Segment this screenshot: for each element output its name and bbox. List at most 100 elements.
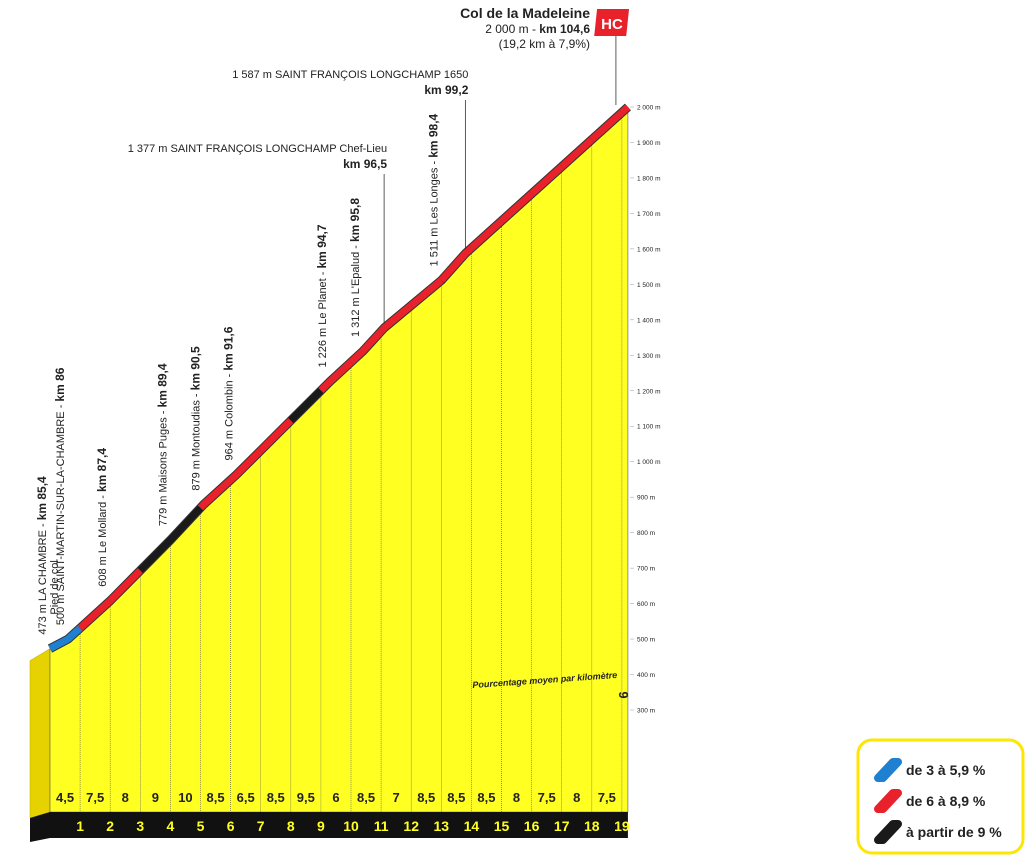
landmark-label: 879 m Montoudias - km 90,5 [189,346,203,491]
y-tick-label: 800 m [637,530,655,537]
gradient-segment [318,359,354,394]
gradient-label: 4,5 [56,790,74,805]
km-label: 11 [374,818,389,834]
gradient-label: 8 [513,790,520,805]
km-label: 9 [317,818,325,834]
landmark-name: 1 511 m Les Longes - [428,158,440,267]
y-tick-label: 900 m [637,495,655,502]
landmark-km: km 90,5 [189,346,203,390]
landmark-km: km 87,4 [95,448,109,492]
gradient-label: 8,5 [267,790,285,805]
gradient-segment [529,164,565,197]
profile-area [49,106,629,813]
gradient-label: 7 [393,790,400,805]
y-tick-label: 1 800 m [637,175,661,182]
km-label: 18 [584,818,600,834]
gradient-segment [589,109,625,143]
gradient-label: 8,5 [417,790,435,805]
gradient-label: 8 [573,790,580,805]
km-label: 12 [403,818,419,834]
gradient-label: 6 [332,790,339,805]
km-label: 15 [494,818,510,834]
gradient-segment [499,191,534,224]
gradient-label: 9 [152,790,159,805]
y-tick-label: 2 000 m [637,105,661,112]
gradient-segment [258,418,294,453]
km-bar [50,812,628,838]
gradient-label: 8,5 [447,790,465,805]
km-label: 17 [554,818,570,834]
km-label: 16 [524,818,540,834]
gradient-label: 8,5 [477,790,495,805]
legend-label: à partir de 9 % [906,824,1002,840]
landmark-km: km 96,5 [343,157,387,171]
summit-altitude: 2 000 m - [485,22,539,36]
km-label: 7 [257,818,265,834]
landmark-name: 500 m SAINT-MARTIN-SUR-LA-CHAMBRE - [55,402,67,626]
gradient-segment [348,328,384,365]
gradient-segment [469,218,504,251]
y-tick-label: 500 m [637,637,655,644]
landmark-km: km 99,2 [424,83,468,97]
gradient-segment [197,477,233,511]
y-tick-label: 1 500 m [637,282,661,289]
gradient-segment [378,302,414,334]
landmark-note: Pied de col [49,560,61,614]
y-tick-label: 1 700 m [637,211,661,218]
landmark-label: 1 312 m L'Epalud - km 95,8 [348,198,362,337]
category-label: HC [601,16,623,33]
landmark-label: 1 511 m Les Longes - km 98,4 [426,113,440,266]
y-tick-label: 1 100 m [637,424,661,431]
landmark-label: 500 m SAINT-MARTIN-SUR-LA-CHAMBRE - km 8… [53,367,67,625]
landmark-km: km 89,4 [155,363,169,407]
landmark-name: 1 377 m SAINT FRANÇOIS LONGCHAMP Chef-Li… [128,143,387,155]
landmark-label: 473 m LA CHAMBRE - km 85,4 [35,476,49,635]
y-tick-label: 1 300 m [637,353,661,360]
landmark-km: km 98,4 [426,113,440,157]
gradient-label: 6 [616,691,631,698]
landmark-name: 779 m Maisons Puges - [157,407,169,526]
y-tick-label: 1 200 m [637,388,661,395]
legend-swatch [874,758,902,782]
landmark-name: 473 m LA CHAMBRE - [37,520,49,634]
km-label: 10 [343,818,359,834]
landmark-km: km 91,6 [222,326,236,370]
gradient-segment [619,104,631,116]
summit-note: (19,2 km à 7,9%) [499,37,590,51]
y-tick-label: 1 600 m [637,246,661,253]
y-tick-label: 700 m [637,566,655,573]
landmark-label: 1 226 m Le Planet - km 94,7 [315,224,329,367]
gradient-segment [288,388,324,423]
gradient-label: 8,5 [357,790,375,805]
landmark-km: km 94,7 [315,224,329,268]
km-label: 8 [287,818,295,834]
gradient-label: 7,5 [86,790,104,805]
legend-swatch [874,820,902,844]
landmark-label: 964 m Colombin - km 91,6 [222,326,236,460]
gradient-segment [77,598,113,631]
landmark-label: 608 m Le Mollard - km 87,4 [95,448,109,587]
legend-label: de 6 à 8,9 % [906,793,986,809]
km-label: 1 [76,818,84,834]
gradient-segment [137,537,173,573]
landmark-name: 964 m Colombin - [224,371,236,461]
gradient-segment [48,625,83,652]
landmark-name: 879 m Montoudias - [191,390,203,490]
km-label: 13 [434,818,450,834]
y-tick-label: 1 400 m [637,317,661,324]
gradient-label: 10 [178,790,192,805]
km-label: 4 [167,818,175,834]
km-label: 19 [614,818,630,834]
km-label: 3 [136,818,144,834]
km-label: 5 [197,818,205,834]
category-badge [594,9,630,36]
y-tick-label: 1 900 m [637,140,661,147]
gradient-label: 7,5 [538,790,556,805]
gradient-segment [559,136,595,170]
gradient-label: 8 [122,790,129,805]
legend-label: de 3 à 5,9 % [906,762,986,778]
km-label: 6 [227,818,235,834]
gradient-segment [408,277,444,309]
km-label: 14 [464,818,480,834]
